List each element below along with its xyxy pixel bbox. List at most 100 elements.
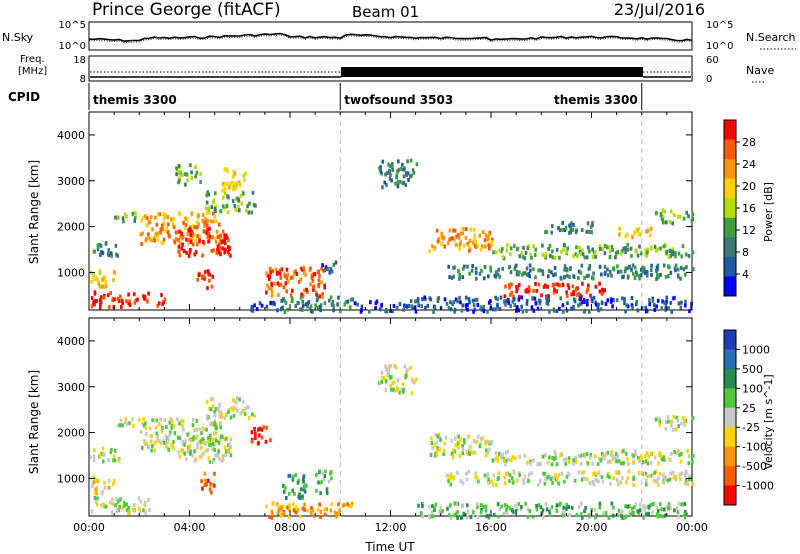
- velocity-scatter-region-4: [177, 432, 233, 464]
- velocity-colorbar-tick-6: -500: [742, 460, 767, 473]
- power-scatter-region-12: [321, 260, 338, 275]
- power-scatter-region-1: [156, 293, 167, 308]
- power-scatter-region-7: [196, 269, 215, 291]
- power-colorbar-tick-4: 12: [742, 224, 756, 237]
- beam-label: Beam 01: [352, 3, 419, 21]
- velocity-scatter-region-15: [417, 501, 688, 520]
- velocity-panel: 1000 2000 3000 4000 00:00 04:00 08:00 12:00 16:0…: [57, 317, 708, 534]
- velocity-colorbar-tick-4: -25: [742, 421, 760, 434]
- velocity-scatter-region-17: [378, 363, 418, 396]
- velocity-ytick-0: 1000: [57, 472, 85, 485]
- velocity-scatter-region-0: [90, 496, 151, 516]
- power-scatter-region-13: [250, 300, 279, 313]
- xtick-5: 20:00: [576, 521, 608, 534]
- freq-label-2: [MHz]: [18, 66, 47, 77]
- power-ytick-0: 1000: [57, 266, 85, 279]
- frequency-block: [341, 67, 643, 77]
- power-scatter-region-11: [265, 265, 327, 300]
- velocity-colorbar-label: Velocity [m s^-1]: [762, 374, 775, 469]
- date-label: 23/Jul/2016: [614, 0, 705, 19]
- nsky-label: N.Sky: [2, 31, 34, 44]
- nsky-trace: [88, 32, 693, 43]
- power-scatter-region-8: [204, 190, 257, 215]
- nsearch-label: N.Search: [746, 31, 796, 44]
- power-ylabel: Slant Range [km]: [27, 160, 41, 264]
- power-colorbar-tick-5: 8: [742, 246, 749, 259]
- cpid-segment-0: themis 3300: [93, 93, 177, 107]
- power-ytick-3: 4000: [57, 129, 85, 142]
- xtick-4: 16:00: [475, 521, 507, 534]
- velocity-ytick-1: 2000: [57, 427, 85, 440]
- power-scatter-region-6: [177, 226, 232, 258]
- velocity-colorbar-tick-1: 500: [742, 363, 763, 376]
- power-scatter-region-17: [492, 242, 695, 261]
- power-colorbar-tick-6: 4: [742, 268, 749, 281]
- power-scatter-region-16: [428, 227, 494, 254]
- xtick-2: 08:00: [274, 521, 306, 534]
- velocity-scatter-region-6: [200, 471, 216, 495]
- velocity-scatter-region-13: [491, 448, 695, 467]
- xtick-0: 00:00: [73, 521, 105, 534]
- nave-tick-top: 60: [706, 55, 719, 66]
- xlabel: Time UT: [364, 540, 415, 554]
- power-scatter-region-20: [416, 295, 693, 314]
- power-scatter-region-15: [353, 299, 418, 314]
- power-scatter-region-4: [114, 211, 137, 224]
- xtick-3: 12:00: [375, 521, 407, 534]
- nsearch-tick-top: 10^5: [706, 20, 733, 31]
- nave-tick-bottom: 0: [706, 74, 712, 85]
- power-ytick-2: 3000: [57, 175, 85, 188]
- velocity-colorbar-tick-5: -100: [742, 441, 767, 454]
- power-scatter-region-5: [139, 211, 222, 247]
- power-colorbar-tick-2: 20: [742, 180, 756, 193]
- cpid-segment-2: themis 3300: [554, 93, 638, 107]
- velocity-scatter-region-5: [205, 396, 256, 421]
- power-scatter-region-24: [378, 158, 419, 190]
- power-scatter-region-10: [175, 163, 202, 187]
- velocity-scatter-region-11: [265, 501, 354, 520]
- velocity-scatter-region-12: [429, 432, 493, 460]
- cpid-row: CPID themis 3300 twofsound 3503 themis 330…: [8, 83, 643, 110]
- freq-tick-top: 18: [73, 55, 86, 66]
- velocity-scatter-region-1: [89, 446, 121, 464]
- power-scatter-region-21: [544, 220, 594, 235]
- power-ytick-1: 2000: [57, 221, 85, 234]
- velocity-colorbar-tick-3: 25: [742, 402, 756, 415]
- nsky-panel: N.Sky 10^5 10^0 10^5 10^0 N.Search: [2, 20, 796, 52]
- power-colorbar-tick-1: 24: [742, 158, 756, 171]
- velocity-scatter-region-10: [250, 425, 272, 446]
- power-scatter-region-14: [280, 295, 354, 314]
- power-colorbar-tick-3: 16: [742, 202, 756, 215]
- power-scatter-region-9: [221, 167, 247, 193]
- velocity-scatter-region-9: [315, 469, 333, 496]
- power-scatter-region-0: [90, 290, 150, 310]
- power-scatter-region-22: [618, 226, 653, 240]
- xtick-6: 00:00: [676, 521, 708, 534]
- velocity-colorbar-tick-2: 100: [742, 382, 763, 395]
- velocity-colorbar: 1000 500 100 25 -25 -100 -500 -1000: [723, 329, 774, 506]
- velocity-scatter-region-2: [116, 417, 141, 429]
- power-colorbar-label: Power [dB]: [762, 182, 775, 242]
- nsearch-trace: [88, 34, 693, 44]
- velocity-scatter-region-3: [139, 416, 223, 453]
- velocity-scatter-region-8: [282, 473, 308, 501]
- power-colorbar-tick-0: 28: [742, 136, 756, 149]
- power-panel: 1000 2000 3000 4000: [57, 111, 695, 314]
- velocity-colorbar-tick-7: -1000: [742, 480, 774, 493]
- velocity-ylabel: Slant Range [km]: [27, 370, 41, 474]
- power-scatter-region-18: [447, 263, 695, 281]
- power-colorbar: 28 24 20 16 12 8 4: [723, 119, 756, 297]
- frequency-panel: Freq. [MHz] 18 8 60 0 Nave: [18, 54, 774, 85]
- power-scatter-region-23: [654, 208, 695, 226]
- nave-label: Nave: [746, 64, 774, 77]
- velocity-colorbar-tick-0: 1000: [742, 343, 770, 356]
- station-title: Prince George (fitACF): [92, 0, 281, 20]
- nsearch-tick-bottom: 10^0: [706, 41, 733, 52]
- xtick-1: 04:00: [174, 521, 206, 534]
- velocity-scatter-region-14: [445, 469, 695, 487]
- power-scatter-region-2: [89, 269, 117, 290]
- power-scatter-region-3: [92, 241, 120, 258]
- cpid-label: CPID: [8, 90, 40, 104]
- velocity-ytick-3: 4000: [57, 335, 85, 348]
- cpid-segment-1: twofsound 3503: [344, 93, 453, 107]
